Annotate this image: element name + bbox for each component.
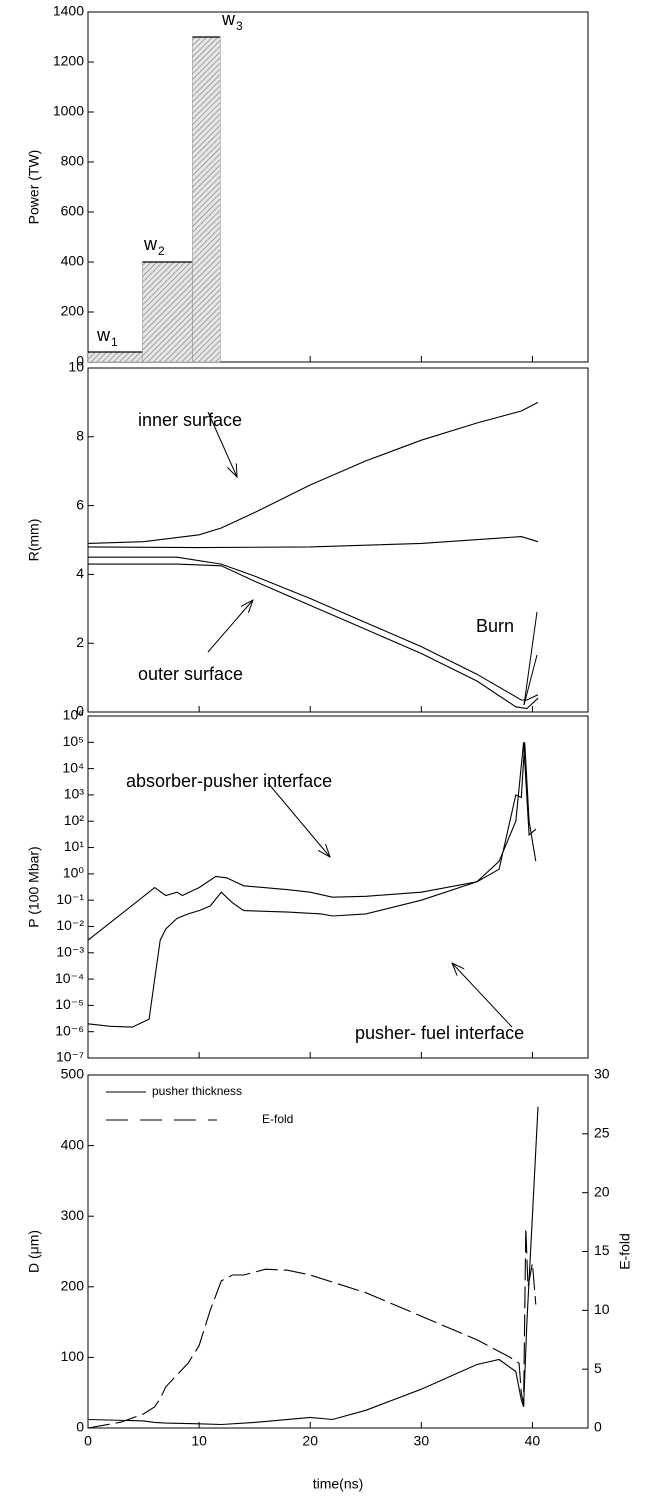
series-line (88, 563, 539, 710)
annotation: w (96, 325, 111, 345)
arrow (207, 411, 237, 477)
y2-tick-label: 5 (594, 1360, 602, 1376)
x-tick-label: 40 (525, 1433, 541, 1449)
annotation-subscript: 2 (158, 244, 165, 258)
series-line (88, 556, 539, 701)
y-tick-label: 200 (61, 1278, 85, 1294)
y2-tick-label: 25 (594, 1125, 610, 1141)
y-tick-label: 10² (64, 812, 85, 828)
y2-tick-label: 30 (594, 1066, 610, 1082)
bar (87, 351, 143, 363)
y2-tick-label: 10 (594, 1301, 610, 1317)
y-tick-label: 10⁻² (56, 917, 84, 933)
y-tick-label: 1000 (53, 103, 84, 119)
y-tick-label: 10⁻¹ (56, 891, 84, 907)
annotation-subscript: 3 (236, 19, 243, 33)
bar (142, 261, 193, 363)
series-line (87, 536, 539, 549)
arrow (523, 654, 538, 706)
annotation: pusher- fuel interface (355, 1023, 524, 1043)
y-tick-label: 8 (76, 428, 84, 444)
arrows (207, 411, 538, 1028)
y-tick-label: 10⁻⁷ (56, 1049, 84, 1065)
y-tick-label: 800 (61, 153, 85, 169)
series-line (87, 1227, 537, 1429)
y-tick-label: 0 (76, 353, 84, 369)
x-tick-label: 0 (84, 1433, 92, 1449)
arrow (523, 611, 538, 706)
annotation: w (221, 9, 236, 29)
x-axis-label: time(ns) (313, 1476, 364, 1492)
y-tick-label: 1400 (53, 3, 84, 19)
y-tick-label: 400 (61, 253, 85, 269)
y-tick-label: 600 (61, 203, 85, 219)
series-line (87, 742, 537, 941)
y-tick-label: 10 (68, 359, 84, 375)
y-tick-label: 100 (61, 1348, 85, 1364)
y2-tick-label: 15 (594, 1242, 610, 1258)
y-tick-label: 0 (76, 703, 84, 719)
y-tick-label: 10⁵ (63, 733, 84, 749)
y-tick-label: 2 (76, 634, 84, 650)
x-tick-label: 20 (302, 1433, 318, 1449)
y-tick-label: 10¹ (64, 838, 85, 854)
y-tick-label: 10³ (64, 786, 85, 802)
annotation: absorber-pusher interface (126, 771, 332, 791)
y-tick-label: 10⁻⁵ (55, 996, 84, 1012)
bar (192, 36, 221, 363)
plot-frame (87, 367, 589, 713)
y-axis-label: P (100 Mbar) (26, 846, 42, 927)
annotation: Burn (476, 616, 514, 636)
y2-axis-label: E-fold (617, 1233, 633, 1270)
plot-frame (87, 715, 589, 1059)
y-axis-label: R(mm) (26, 519, 42, 562)
plot-frame (87, 1074, 589, 1429)
y-tick-label: 300 (61, 1207, 85, 1223)
legend-label: pusher thickness (152, 1084, 242, 1098)
y-tick-label: 0 (76, 1419, 84, 1435)
x-tick-label: 10 (191, 1433, 207, 1449)
y-tick-label: 10⁻⁶ (55, 1022, 84, 1038)
arrow (452, 963, 513, 1028)
y-tick-label: 4 (76, 565, 84, 581)
y-tick-label: 10⁶ (63, 707, 84, 723)
y-tick-label: 1200 (53, 53, 84, 69)
annotation-subscript: 1 (111, 335, 118, 349)
legend-label: E-fold (262, 1112, 293, 1126)
series-line (87, 1106, 539, 1426)
y-tick-label: 500 (61, 1066, 85, 1082)
arrow (207, 600, 253, 653)
series-line (87, 742, 537, 1028)
y-tick-label: 200 (61, 303, 85, 319)
y2-tick-label: 0 (594, 1419, 602, 1435)
annotation: outer surface (138, 664, 243, 684)
series-line (87, 401, 539, 544)
plot-frame (87, 11, 589, 363)
y-tick-label: 10⁰ (63, 865, 85, 881)
annotation: inner surface (138, 410, 242, 430)
y-tick-label: 10⁴ (62, 759, 84, 775)
annotation: w (143, 234, 158, 254)
arrow (267, 782, 330, 857)
x-tick-label: 30 (414, 1433, 430, 1449)
y-tick-label: 6 (76, 496, 84, 512)
y-tick-label: 10⁻³ (56, 943, 84, 959)
y-axis-label: Power (TW) (26, 150, 42, 225)
y-tick-label: 400 (61, 1136, 85, 1152)
y-axis-label: D (μm) (26, 1230, 42, 1273)
y2-tick-label: 20 (594, 1183, 610, 1199)
y-tick-label: 10⁻⁴ (55, 970, 84, 986)
